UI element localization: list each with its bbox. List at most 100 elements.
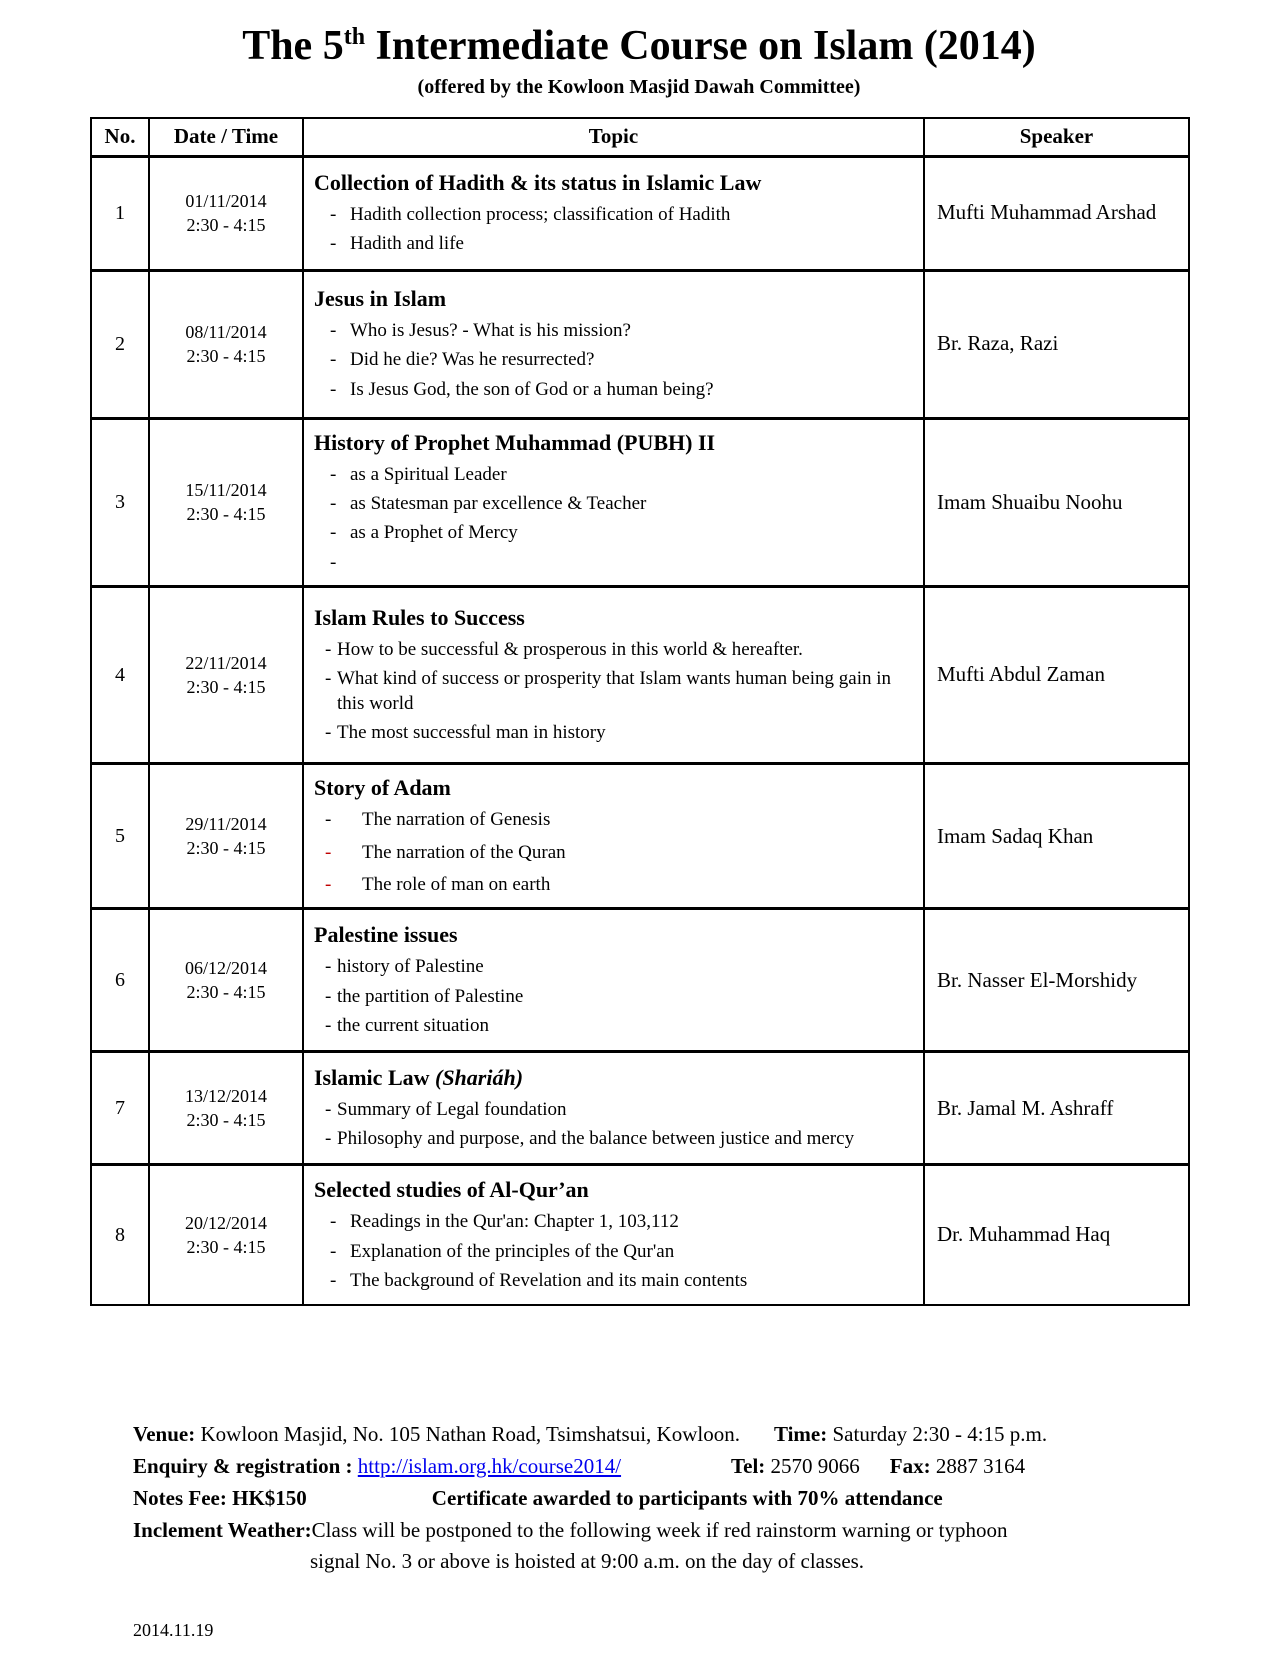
speaker-cell: Imam Shuaibu Noohu <box>923 416 1190 588</box>
title-suffix: Intermediate Course on Islam (2014) <box>365 23 1036 69</box>
bullet-text: Hadith and life <box>350 233 464 255</box>
document-date: 2014.11.19 <box>133 1619 214 1640</box>
date-text: 06/12/2014 <box>184 957 267 978</box>
bullet-dash: - <box>325 1128 332 1150</box>
spacer <box>740 1440 774 1441</box>
fax-label: Fax: <box>889 1453 931 1478</box>
table-row: 2 08/11/2014 2:30 - 4:15 Jesus in Islam - Who… <box>90 268 1190 419</box>
bullet-text: The narration of Genesis <box>362 809 551 831</box>
bullet-item: - as Statesman par excellence & Teacher <box>312 492 911 516</box>
time-text: 2:30 - 4:15 <box>186 838 266 859</box>
bullet-dash: - <box>330 349 337 371</box>
column-header-speaker: Speaker <box>923 117 1190 158</box>
bullet-item: - Is Jesus God, the son of God or a human… <box>312 378 911 402</box>
date-text: 20/12/2014 <box>184 1212 267 1233</box>
table-row: 7 13/12/2014 2:30 - 4:15 Islamic Law (Shari… <box>90 1050 1190 1166</box>
fax-value: 2887 3164 <box>930 1453 1026 1478</box>
bullet-dash: - <box>325 985 332 1007</box>
date-text: 22/11/2014 <box>185 652 267 673</box>
bullet-dash: - <box>330 463 337 485</box>
date-time-cell: 29/11/2014 2:30 - 4:15 <box>148 762 304 910</box>
bullet-dash: - <box>330 378 337 400</box>
date-time-cell: 15/11/2014 2:30 - 4:15 <box>148 416 304 588</box>
topic-title-main: Selected studies of Al-Qur’an <box>314 1176 589 1202</box>
venue-time-line: Venue: Kowloon Masjid, No. 105 Nathan Ro… <box>133 1418 1188 1450</box>
bullet-item: - The role of man on earth <box>312 873 911 897</box>
speaker-cell: Br. Raza, Razi <box>923 268 1190 419</box>
bullet-dash: - <box>325 841 332 863</box>
speaker-cell: Mufti Abdul Zaman <box>923 585 1190 765</box>
bullet-dash: - <box>330 203 337 225</box>
topic-bullets: - as a Spiritual Leader - as Statesman par … <box>312 463 911 575</box>
date-text: 13/12/2014 <box>184 1085 267 1106</box>
bullet-item: - Hadith collection process; classificati… <box>312 203 911 227</box>
table-row: 5 29/11/2014 2:30 - 4:15 Story of Adam - The … <box>90 762 1190 910</box>
topic-cell: Story of Adam - The narration of Genesis - T… <box>302 762 925 910</box>
table-row: 1 01/11/2014 2:30 - 4:15 Collection of Hadi… <box>90 154 1190 271</box>
row-number: 1 <box>90 154 150 271</box>
time-label: Time: <box>773 1421 828 1446</box>
bullet-item: - What kind of success or prosperity that… <box>312 667 911 716</box>
topic-title: Selected studies of Al-Qur’an <box>314 1177 911 1202</box>
weather-text: Class will be postponed to the following… <box>311 1517 1008 1542</box>
row-number: 6 <box>90 907 150 1053</box>
topic-title: Palestine issues <box>314 922 911 947</box>
speaker-cell: Br. Nasser El-Morshidy <box>923 907 1190 1053</box>
bullet-text: as a Prophet of Mercy <box>350 522 518 544</box>
bullet-item: - The most successful man in history <box>312 721 911 745</box>
certificate-text: Certificate awarded to participants with… <box>431 1485 943 1510</box>
venue-value: Kowloon Masjid, No. 105 Nathan Road, Tsi… <box>195 1421 740 1446</box>
time-text: 2:30 - 4:15 <box>186 346 266 366</box>
topic-title: Islam Rules to Success <box>314 605 911 630</box>
bullet-dash: - <box>330 1269 337 1291</box>
bullet-text: The role of man on earth <box>362 873 551 895</box>
bullet-dash: - <box>330 522 337 544</box>
topic-cell: Collection of Hadith & its status in Isl… <box>302 154 925 271</box>
topic-title-main: Collection of Hadith & its status in Isl… <box>314 169 762 195</box>
topic-title: Jesus in Islam <box>314 286 911 311</box>
bullet-dash: - <box>330 551 337 573</box>
topic-bullets: - Who is Jesus? - What is his mission? - Di… <box>312 319 911 402</box>
bullet-text: history of Palestine <box>337 956 484 978</box>
registration-link[interactable]: http://islam.org.hk/course2014/ <box>357 1453 622 1478</box>
spacer <box>860 1472 890 1473</box>
bullet-item: - Who is Jesus? - What is his mission? <box>312 319 911 343</box>
venue-label: Venue: <box>133 1421 196 1446</box>
topic-title-main: Islamic Law <box>314 1064 435 1090</box>
topic-bullets: - history of Palestine - the partition of P… <box>312 955 911 1038</box>
topic-bullets: - Summary of Legal foundation - Philosophy … <box>312 1098 911 1152</box>
date-time-cell: 06/12/2014 2:30 - 4:15 <box>148 907 304 1053</box>
footer-info: Venue: Kowloon Masjid, No. 105 Nathan Ro… <box>133 1418 1188 1576</box>
weather-text-line2: signal No. 3 or above is hoisted at 9:00… <box>310 1548 865 1573</box>
bullet-dash: - <box>330 1211 337 1233</box>
bullet-item: - Explanation of the principles of the Qu… <box>312 1240 911 1264</box>
bullet-item: - Philosophy and purpose, and the balance… <box>312 1127 911 1151</box>
date-text: 01/11/2014 <box>185 190 267 211</box>
bullet-item: - as a Prophet of Mercy <box>312 521 911 545</box>
bullet-item: - How to be successful & prosperous in th… <box>312 638 911 662</box>
topic-cell: History of Prophet Muhammad (PUBH) II - as… <box>302 416 925 588</box>
notes-fee-text: Notes Fee: HK$150 <box>133 1485 307 1510</box>
topic-cell: Selected studies of Al-Qur’an - Readings i… <box>302 1163 925 1306</box>
bullet-text: Philosophy and purpose, and the balance … <box>337 1128 855 1150</box>
table-body: 1 01/11/2014 2:30 - 4:15 Collection of Hadi… <box>90 154 1190 1306</box>
bullet-text: Did he die? Was he resurrected? <box>350 349 595 371</box>
bullet-text: How to be successful & prosperous in thi… <box>337 639 803 661</box>
date-time-cell: 13/12/2014 2:30 - 4:15 <box>148 1050 304 1166</box>
table-row: 8 20/12/2014 2:30 - 4:15 Selected studies o… <box>90 1163 1190 1306</box>
bullet-text: the current situation <box>337 1015 489 1037</box>
fees-certificate-line: Notes Fee: HK$150 Certificate awarded to … <box>133 1482 1188 1514</box>
bullet-text: The most successful man in history <box>337 722 606 743</box>
bullet-item: - The narration of the Quran <box>312 841 911 865</box>
time-text: 2:30 - 4:15 <box>186 1110 266 1131</box>
bullet-dash: - <box>325 956 332 978</box>
date-time-cell: 20/12/2014 2:30 - 4:15 <box>148 1163 304 1306</box>
date-time-cell: 08/11/2014 2:30 - 4:15 <box>148 268 304 419</box>
topic-cell: Islam Rules to Success - How to be success… <box>302 585 925 765</box>
bullet-text: the partition of Palestine <box>337 985 524 1007</box>
row-number: 4 <box>90 585 150 765</box>
bullet-item: - The background of Revelation and its ma… <box>312 1269 911 1293</box>
topic-bullets: - How to be successful & prosperous in th… <box>312 638 911 745</box>
bullet-item: - <box>312 551 911 575</box>
bullet-item: - as a Spiritual Leader <box>312 463 911 487</box>
